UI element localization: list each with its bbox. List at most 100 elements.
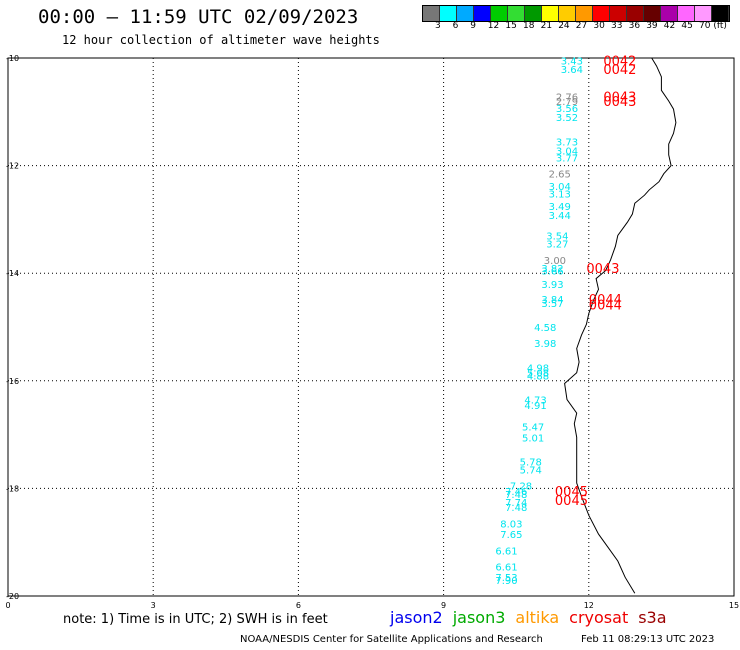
wave-height-label: 3.52 [556, 113, 578, 124]
wave-height-label: 3.57 [541, 299, 563, 310]
wave-height-label: 3.00 [544, 256, 566, 267]
lat-tick-label: -20 [6, 592, 19, 601]
colorbar-label: 18 [523, 21, 535, 31]
colorbar-swatch [457, 6, 474, 21]
track-id-label: 0043 [586, 262, 619, 277]
colorbar-swatch [423, 6, 440, 21]
wave-height-label: 3.64 [561, 65, 583, 76]
track-id-label: 0044 [589, 298, 622, 313]
wave-height-label: 3.04 [549, 182, 571, 193]
wave-height-label: 3.82 [541, 264, 563, 275]
track-id-label: 0044 [589, 293, 622, 308]
chart-subtitle: 12 hour collection of altimeter wave hei… [62, 33, 380, 47]
colorbar-label: 45 [681, 21, 693, 31]
lon-tick-label: 15 [729, 601, 739, 610]
colorbar-swatch [678, 6, 695, 21]
wave-height-label: 3.84 [541, 295, 563, 306]
track-id-label: 0045 [555, 485, 588, 500]
wave-height-label: 7.74 [505, 498, 527, 509]
wave-height-label: 5.74 [520, 466, 542, 477]
colorbar-swatch [593, 6, 610, 21]
wave-height-label: 3.54 [546, 232, 568, 243]
lat-tick-label: -10 [6, 54, 19, 63]
wave-height-label: 2.79 [556, 97, 578, 108]
wave-height-label: 3.73 [556, 137, 578, 148]
track-id-label: 0043 [603, 95, 636, 110]
wave-height-label: 2.76 [556, 93, 578, 104]
wave-height-label: 5.08 [527, 369, 549, 380]
wave-height-label: 4.73 [524, 396, 546, 407]
wave-height-label: 3.27 [546, 240, 568, 251]
colorbar-label: 33 [611, 21, 623, 31]
colorbar-swatch [474, 6, 491, 21]
wave-height-label: 7.48 [505, 503, 527, 514]
satellite-legend: jason2 jason3 altika cryosat s3a [390, 608, 677, 627]
wave-height-label: 4.98 [527, 363, 549, 374]
wave-height-label: 3.77 [556, 154, 578, 165]
legend-entry-cryosat: cryosat [569, 608, 629, 627]
wave-height-label: 6.61 [495, 562, 517, 573]
wave-height-label: 7.28 [510, 482, 532, 493]
lat-tick-label: -16 [6, 377, 19, 386]
legend-entry-altika: altika [515, 608, 560, 627]
wave-height-label: 5.01 [522, 433, 544, 444]
wave-height-label: 5.47 [522, 423, 544, 434]
track-id-label: 0042 [603, 55, 636, 70]
wave-height-label: 4.58 [534, 323, 556, 334]
coastline [564, 57, 677, 594]
wave-height-label: 7.65 [500, 530, 522, 541]
lat-tick-label: -14 [6, 269, 19, 278]
colorbar-label: 15 [505, 21, 517, 31]
legend-entry-jason3: jason3 [452, 608, 506, 627]
wave-height-label: 4.91 [524, 401, 546, 412]
credit-line: NOAA/NESDIS Center for Satellite Applica… [240, 634, 543, 645]
wave-height-label: 3.56 [556, 104, 578, 115]
wave-height-label: 7.46 [505, 487, 527, 498]
colorbar-swatch [542, 6, 559, 21]
wave-height-label: 3.98 [534, 339, 556, 350]
wave-height-label: 3.93 [541, 280, 563, 291]
colorbar-label: 6 [452, 21, 459, 31]
colorbar-label: 9 [470, 21, 476, 31]
wave-height-label: 7.53 [495, 573, 517, 584]
colorbar-label: 42 [663, 21, 676, 31]
colorbar-swatch [491, 6, 508, 21]
colorbar-label: 36 [628, 21, 641, 31]
chart-title: 00:00 — 11:59 UTC 02/09/2023 [38, 6, 359, 28]
colorbar-label: 21 [540, 21, 553, 31]
colorbar-swatch [525, 6, 542, 21]
track-id-label: 0042 [603, 63, 636, 78]
wave-height-label: 8.03 [500, 519, 522, 530]
wave-height-colorbar [422, 5, 730, 22]
wave-height-label: 3.43 [561, 57, 583, 68]
colorbar-label: 12 [487, 21, 500, 31]
wave-height-label: 7.48 [505, 490, 527, 501]
wave-height-label: 3.04 [556, 147, 578, 158]
lon-tick-label: 3 [151, 601, 156, 610]
colorbar-swatch [627, 6, 644, 21]
colorbar-swatch [610, 6, 627, 21]
colorbar-label: 39 [646, 21, 658, 31]
lon-tick-label: 9 [441, 601, 446, 610]
colorbar-swatch [440, 6, 457, 21]
wave-height-label: 2.65 [549, 170, 571, 181]
generated-timestamp: Feb 11 08:29:13 UTC 2023 [581, 634, 715, 645]
colorbar-swatch [644, 6, 661, 21]
wave-height-label: 3.49 [549, 202, 571, 213]
colorbar-swatch [712, 6, 729, 21]
wave-height-label: 7.90 [495, 576, 517, 587]
colorbar-swatch [508, 6, 525, 21]
lat-tick-label: -18 [6, 484, 19, 493]
legend-entry-jason2: jason2 [390, 608, 443, 627]
footnote: note: 1) Time is in UTC; 2) SWH is in fe… [63, 612, 328, 627]
colorbar-swatch [559, 6, 576, 21]
lon-tick-label: 6 [296, 601, 301, 610]
colorbar-label: 27 [575, 21, 588, 31]
wave-height-label: 3.13 [549, 190, 571, 201]
legend-entry-s3a: s3a [638, 608, 667, 627]
wave-height-label: 5.78 [520, 458, 542, 469]
lat-tick-label: -12 [6, 162, 19, 171]
lon-tick-label: 0 [5, 601, 10, 610]
colorbar-label: 24 [558, 21, 570, 31]
